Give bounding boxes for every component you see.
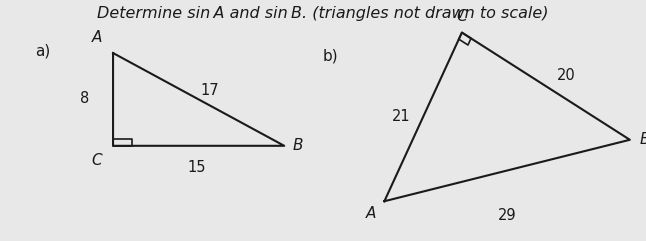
Text: A: A xyxy=(92,30,102,45)
Text: Determine sin A and sin B. (triangles not drawn to scale): Determine sin A and sin B. (triangles no… xyxy=(98,6,548,21)
Text: b): b) xyxy=(323,48,339,63)
Text: C: C xyxy=(457,9,467,24)
Text: B: B xyxy=(640,132,646,147)
Text: 21: 21 xyxy=(391,109,410,124)
Text: B: B xyxy=(293,138,303,153)
Text: A: A xyxy=(366,206,376,221)
Text: 29: 29 xyxy=(498,208,516,223)
Text: 17: 17 xyxy=(201,83,219,98)
Text: a): a) xyxy=(36,43,51,58)
Text: 15: 15 xyxy=(188,160,206,175)
Text: 20: 20 xyxy=(557,68,576,83)
Text: 8: 8 xyxy=(80,91,89,106)
Text: C: C xyxy=(92,153,102,168)
